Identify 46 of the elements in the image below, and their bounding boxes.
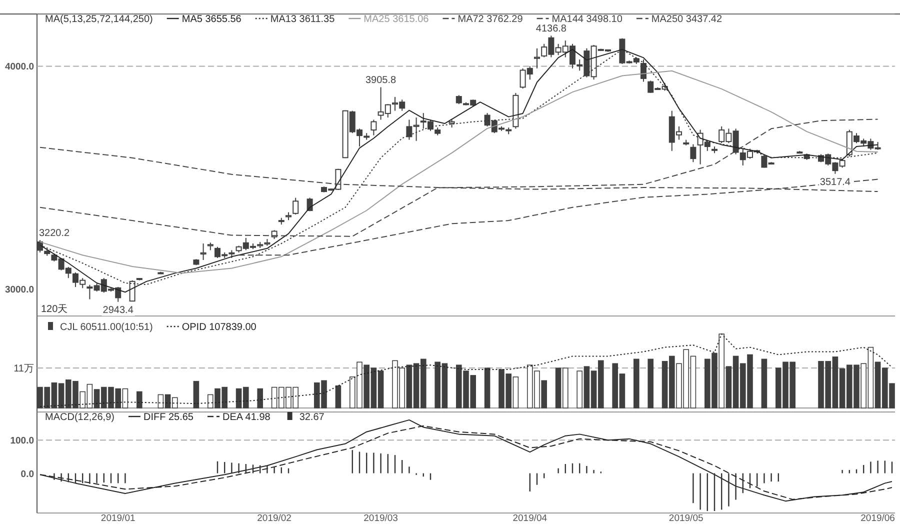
candlestick [200,243,206,261]
legend-label: MA72 3762.29 [458,14,524,25]
bar [136,391,142,408]
legend-label: MA13 3611.35 [270,14,336,25]
legend-label: OPID 107839.00 [182,322,257,333]
y-tick-label: 4000.0 [4,62,34,73]
x-tick-label: 2019/02 [257,513,292,524]
candlestick [690,144,696,163]
annotation: 2943.4 [102,304,134,316]
legend-label: CJL 60511.00(10:51) [60,322,153,333]
bar [193,380,200,408]
y-tick-label: 0.0 [20,468,34,480]
candlestick [640,59,646,82]
ref-line-label: 11万 [14,364,34,375]
bar [648,358,654,408]
legend-label: MA144 3498.10 [552,14,623,25]
line-series [40,118,878,237]
y-tick-label: 100.0 [10,436,34,447]
x-tick-label: 2019/01 [100,513,136,524]
legend-label: MA25 3615.06 [364,14,430,25]
annotation: 3905.8 [366,75,397,86]
x-tick-label: 2019/04 [512,513,548,524]
bar [335,385,342,408]
candlestick [534,48,540,69]
annotation: 120天 [41,304,68,315]
bar [484,368,490,408]
annotation: 4136.8 [536,24,567,35]
legend-label: 32.67 [299,412,325,423]
legend-label: MA250 3437.42 [651,14,722,25]
chart-title: MACD(12,26,9) [45,412,114,423]
y-tick-label: 3000.0 [4,284,34,296]
legend-label: DEA 41.98 [222,412,271,423]
bar [634,358,640,408]
legend-label: DIFF 25.65 [143,412,194,423]
bar [761,358,768,408]
candlestick [306,197,313,212]
annotation: 3517.4 [820,176,851,188]
candlestick [370,119,377,136]
annotation: 3220.2 [39,228,70,240]
bar [257,388,263,408]
x-tick-label: 2019/05 [668,513,704,524]
x-tick-label: 2019/03 [364,513,398,524]
legend-label: MA5 3655.56 [182,14,242,25]
x-tick-label: 2019/06 [860,513,895,524]
legend-title: MA(5,13,25,72,144,250) [45,14,153,25]
candlestick [292,197,299,216]
